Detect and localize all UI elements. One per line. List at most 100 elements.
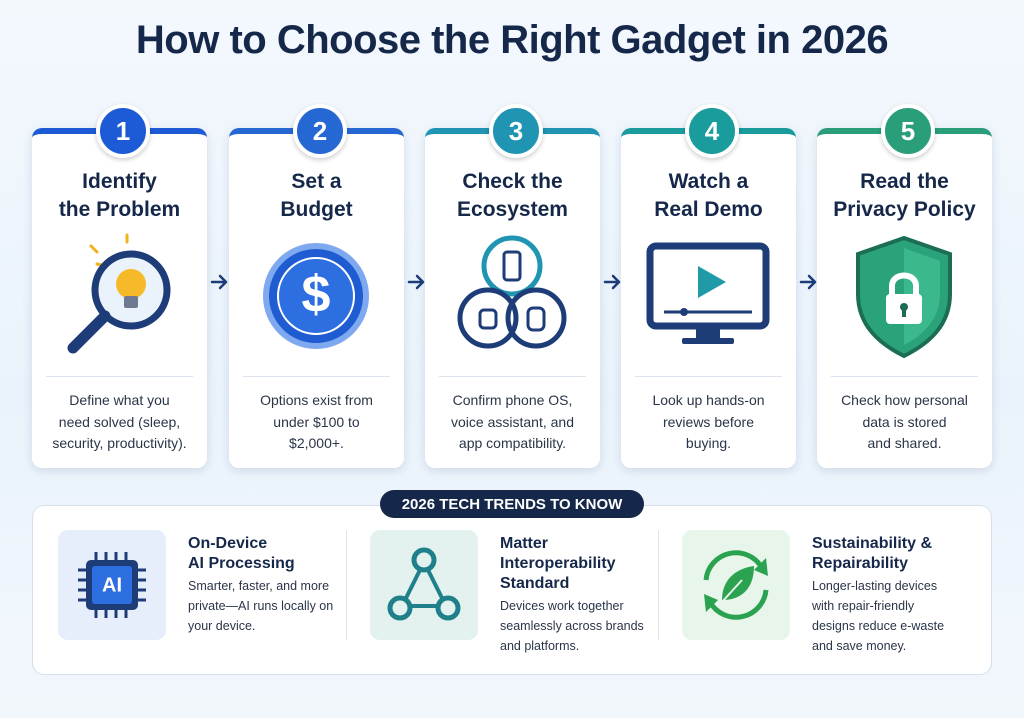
icon-part bbox=[703, 550, 765, 581]
icon-part bbox=[435, 595, 461, 621]
step-title-line: Identify bbox=[82, 170, 157, 193]
step-description-line: need solved (sleep, bbox=[58, 413, 181, 430]
trend-description-line: private—AI runs locally on bbox=[188, 599, 334, 613]
icon bbox=[457, 235, 567, 349]
step-description: Check how personal data is stored and shar… bbox=[817, 390, 992, 455]
icon bbox=[210, 274, 228, 290]
step-title-line: Ecosystem bbox=[457, 198, 568, 221]
step-description-line: reviews before bbox=[662, 413, 755, 430]
icon-part bbox=[698, 266, 726, 298]
icon bbox=[67, 233, 171, 354]
trend-title-line: AI Processing bbox=[188, 555, 295, 572]
step-title: Set a Budget bbox=[229, 168, 404, 224]
icon-part bbox=[92, 566, 132, 604]
icon-part bbox=[707, 589, 769, 620]
trends-panel bbox=[32, 505, 992, 675]
trend-description-line: designs reduce e-waste bbox=[812, 619, 945, 633]
step-description-line: $2,000+. bbox=[289, 435, 344, 451]
icon-part bbox=[457, 287, 519, 349]
icon bbox=[856, 235, 952, 359]
step-description-line: app compatibility. bbox=[458, 435, 567, 451]
icon bbox=[799, 274, 817, 290]
step-card: 3 Check the Ecosystem Confirm phone OS, voi… bbox=[425, 104, 600, 468]
trend-icon-box: AI bbox=[58, 530, 166, 640]
trend-description-line: your device. bbox=[188, 619, 256, 633]
trend-icon-box bbox=[370, 530, 478, 640]
separator bbox=[635, 376, 782, 377]
icon-part bbox=[505, 287, 567, 349]
icon: AI bbox=[78, 552, 146, 618]
trend-title-line: On-Device bbox=[188, 535, 268, 552]
icon-part bbox=[411, 547, 437, 573]
step-description: Look up hands-on reviews before buying. bbox=[621, 390, 796, 455]
step-description-line: and shared. bbox=[867, 435, 942, 451]
icon-part bbox=[680, 308, 688, 316]
separator bbox=[346, 530, 347, 640]
icon-part bbox=[89, 244, 99, 254]
icon-part bbox=[277, 257, 355, 335]
step-title-line: Real Demo bbox=[654, 198, 763, 221]
icon-label: AI bbox=[102, 574, 122, 596]
page-title: How to Choose the Right Gadget in 2026 bbox=[135, 18, 889, 62]
icon-part bbox=[902, 308, 906, 317]
step-description-line: voice assistant, and bbox=[451, 413, 574, 430]
icon-part bbox=[721, 579, 743, 603]
trend-title-line: Matter bbox=[500, 535, 549, 552]
separator bbox=[243, 376, 390, 377]
icon-part bbox=[210, 274, 228, 290]
trend-description: Longer-lasting devices with repair-friend… bbox=[812, 576, 944, 656]
step-card: 4 Watch a Real Demo Look up hands-on review… bbox=[621, 104, 796, 468]
icon-label: $ bbox=[302, 266, 331, 324]
trend-description-line: Longer-lasting devices bbox=[812, 579, 938, 593]
step-title: Read the Privacy Policy bbox=[817, 168, 992, 224]
trend-icon-box bbox=[682, 530, 790, 640]
trend-title: On-Device AI Processing bbox=[188, 534, 295, 574]
separator bbox=[831, 376, 978, 377]
trend-description-line: and save money. bbox=[812, 639, 907, 653]
trend-title-line: Sustainability & bbox=[812, 535, 933, 552]
icon-part bbox=[67, 310, 111, 354]
trend-title-line: Standard bbox=[500, 575, 570, 592]
step-title-line: Budget bbox=[280, 198, 353, 221]
icon-part bbox=[754, 558, 768, 576]
step-description-line: Check how personal bbox=[841, 392, 968, 408]
step-title-line: Watch a bbox=[668, 170, 749, 193]
step-description-line: data is stored bbox=[862, 413, 947, 430]
trend-title-line: Interoperability bbox=[500, 555, 616, 572]
icon-part bbox=[387, 595, 413, 621]
icon-part bbox=[407, 274, 425, 290]
step-number: 3 bbox=[489, 104, 543, 158]
trend-description: Devices work together seamlessly across b… bbox=[500, 596, 644, 656]
step-title: Identify the Problem bbox=[32, 168, 207, 224]
step-number: 4 bbox=[685, 104, 739, 158]
icon-part bbox=[481, 235, 543, 297]
step-card: 1 Identify the Problem Define what you need… bbox=[32, 104, 207, 468]
icon-part bbox=[696, 328, 720, 338]
step-number: 1 bbox=[96, 104, 150, 158]
icon-part bbox=[682, 338, 734, 344]
step-description-line: Look up hands-on bbox=[652, 392, 765, 408]
icon-part bbox=[116, 269, 146, 299]
trend-title-line: Repairability bbox=[812, 555, 909, 572]
separator bbox=[439, 376, 586, 377]
step-description-line: buying. bbox=[685, 435, 732, 451]
trend-title: Sustainability & Repairability bbox=[812, 534, 932, 574]
icon-part bbox=[387, 547, 461, 621]
trend-description-line: seamlessly across brands bbox=[500, 619, 644, 633]
separator bbox=[46, 376, 193, 377]
icon-part bbox=[526, 306, 546, 332]
step-title-line: Set a bbox=[291, 170, 342, 193]
icon-part bbox=[889, 272, 919, 296]
icon bbox=[407, 274, 425, 290]
step-title-line: the Problem bbox=[58, 198, 181, 221]
step-title: Check the Ecosystem bbox=[425, 168, 600, 224]
step-description: Options exist from under $100 to $2,000+. bbox=[229, 390, 404, 455]
trend-description-line: Smarter, faster, and more bbox=[188, 579, 330, 593]
step-description: Confirm phone OS, voice assistant, and app… bbox=[425, 390, 600, 455]
step-card: 5 Read the Privacy Policy Check how person… bbox=[817, 104, 992, 468]
icon-part bbox=[457, 235, 567, 349]
trend-description-line: Devices work together bbox=[500, 599, 624, 613]
trend-title: Matter Interoperability Standard bbox=[500, 534, 616, 594]
icon bbox=[646, 242, 770, 344]
trend-description-line: and platforms. bbox=[500, 639, 580, 653]
